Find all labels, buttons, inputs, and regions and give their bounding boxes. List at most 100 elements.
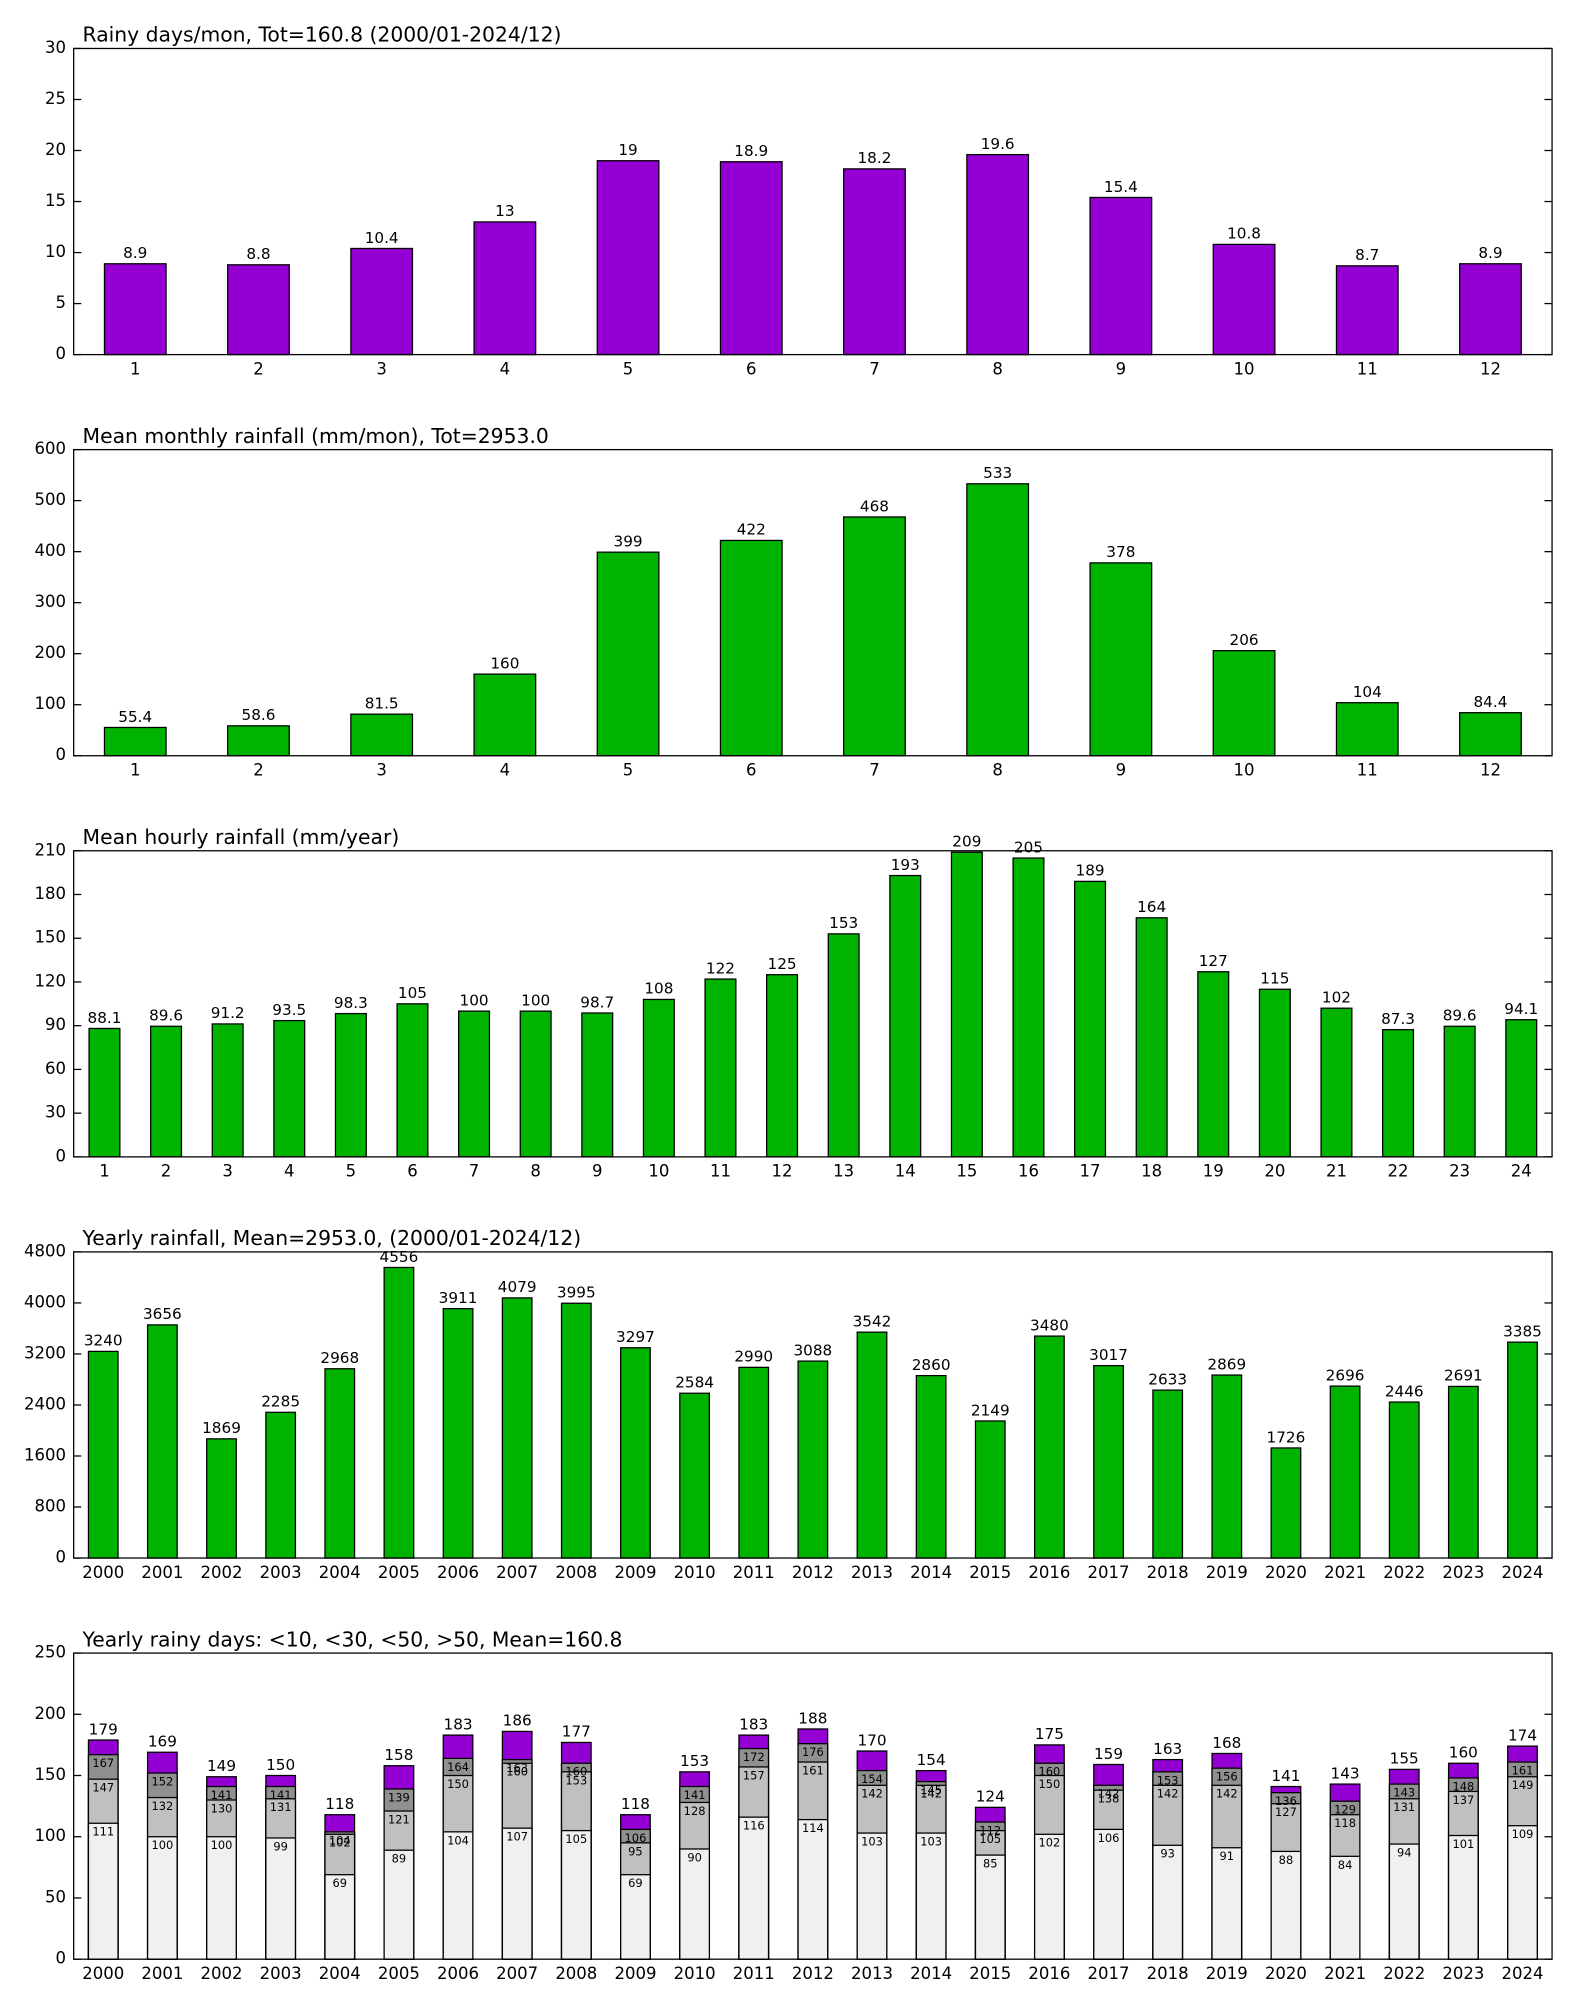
bar: [1074, 880, 1107, 1158]
value-label: 145: [920, 1783, 942, 1797]
value-label: 160: [565, 1765, 587, 1779]
x-tick-label: 2010: [674, 1964, 716, 1983]
axes-frame: [73, 1251, 1553, 1559]
x-tick-label: 2015: [969, 1964, 1011, 1983]
x-tick-label: 7: [469, 1162, 480, 1181]
x-tick-label: 2017: [1088, 1964, 1130, 1983]
y-tick-label: 120: [35, 971, 66, 990]
bar: [1335, 702, 1399, 757]
y-tick-label: 30: [45, 38, 66, 57]
bar: [1382, 1028, 1415, 1158]
value-label: 150: [266, 1756, 295, 1774]
bar: [396, 1003, 429, 1158]
x-tick-label: 4: [500, 359, 511, 378]
bar: [1447, 1385, 1479, 1559]
value-label: 108: [644, 980, 673, 998]
value-label: 160: [490, 654, 519, 672]
value-label: 116: [743, 1819, 765, 1833]
x-tick-label: 2006: [437, 1964, 479, 1983]
x-tick-label: 8: [530, 1162, 541, 1181]
y-tick-label: 150: [35, 928, 66, 947]
chart-title: Yearly rainy days: <10, <30, <50, >50, M…: [82, 1627, 623, 1651]
value-label: 118: [1334, 1816, 1356, 1830]
bar: [103, 726, 167, 757]
bar: [596, 551, 660, 757]
value-label: 468: [860, 497, 889, 515]
chart-title: Rainy days/mon, Tot=160.8 (2000/01-2024/…: [83, 23, 562, 47]
bar: [1507, 1341, 1538, 1559]
bar: [519, 1010, 552, 1158]
x-tick-label: 2011: [733, 1964, 775, 1983]
bar: [501, 1297, 533, 1559]
y-tick-label: 210: [35, 840, 66, 859]
x-tick-label: 2020: [1265, 1964, 1307, 1983]
bar-segment: [856, 1832, 888, 1960]
x-tick-label: 2023: [1442, 1563, 1484, 1582]
bar: [442, 1307, 474, 1559]
y-tick-label: 100: [35, 1826, 66, 1845]
value-label: 160: [1449, 1744, 1478, 1762]
x-tick-label: 11: [1357, 359, 1378, 378]
value-label: 153: [680, 1752, 709, 1770]
value-label: 2584: [675, 1374, 714, 1392]
y-tick-label: 800: [35, 1496, 66, 1515]
value-label: 2696: [1326, 1366, 1365, 1384]
bar: [350, 713, 414, 757]
value-label: 18.9: [734, 142, 768, 160]
bar: [966, 483, 1030, 757]
value-label: 101: [1452, 1837, 1474, 1851]
x-tick-label: 5: [346, 1162, 357, 1181]
value-label: 105: [398, 984, 427, 1002]
axes-frame: [73, 47, 1553, 356]
bar: [1135, 917, 1168, 1158]
x-tick-label: 1: [99, 1162, 110, 1181]
x-tick-label: 2002: [201, 1563, 243, 1582]
axes-frame: [73, 448, 1553, 757]
x-tick-label: 10: [1234, 761, 1255, 780]
value-label: 125: [768, 955, 797, 973]
value-label: 91: [1220, 1849, 1235, 1863]
value-label: 136: [1275, 1794, 1297, 1808]
value-label: 103: [920, 1834, 942, 1848]
y-tick-label: 0: [56, 745, 67, 764]
value-label: 176: [802, 1745, 824, 1759]
bar: [150, 1025, 183, 1158]
bar-segment: [1507, 1825, 1538, 1960]
x-tick-label: 2012: [792, 1964, 834, 1983]
value-label: 141: [1271, 1767, 1300, 1785]
value-label: 2446: [1385, 1382, 1424, 1400]
bar: [1033, 1335, 1065, 1559]
value-label: 105: [979, 1832, 1001, 1846]
value-label: 2968: [320, 1349, 359, 1367]
x-tick-label: 2001: [141, 1563, 183, 1582]
x-tick-label: 2013: [851, 1964, 893, 1983]
x-tick-label: 24: [1511, 1162, 1532, 1181]
bar: [1089, 196, 1153, 356]
value-label: 170: [857, 1731, 886, 1749]
x-tick-label: 12: [1480, 359, 1501, 378]
x-tick-label: 2017: [1088, 1563, 1130, 1582]
value-label: 104: [1353, 683, 1382, 701]
bar-segment: [1388, 1843, 1420, 1960]
bar: [843, 168, 906, 356]
value-label: 85: [983, 1857, 998, 1871]
bar: [473, 221, 537, 356]
value-label: 138: [1098, 1792, 1120, 1806]
value-label: 399: [614, 532, 643, 550]
bar: [206, 1438, 237, 1559]
value-label: 141: [211, 1788, 233, 1802]
value-label: 128: [684, 1804, 706, 1818]
x-tick-label: 10: [648, 1162, 669, 1181]
bar: [950, 851, 983, 1158]
y-tick-label: 0: [56, 1146, 67, 1165]
value-label: 142: [1098, 1787, 1120, 1801]
bar: [473, 673, 537, 757]
x-tick-label: 2014: [910, 1563, 952, 1582]
chart-title: Yearly rainfall, Mean=2953.0, (2000/01-2…: [82, 1226, 582, 1250]
value-label: 84.4: [1473, 693, 1507, 711]
value-label: 139: [388, 1790, 410, 1804]
value-label: 13: [495, 202, 514, 220]
value-label: 164: [447, 1760, 469, 1774]
value-label: 2990: [734, 1348, 773, 1366]
bar-segment: [265, 1837, 297, 1960]
